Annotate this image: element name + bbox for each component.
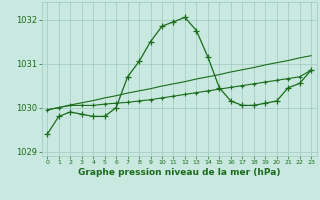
X-axis label: Graphe pression niveau de la mer (hPa): Graphe pression niveau de la mer (hPa)	[78, 168, 280, 177]
